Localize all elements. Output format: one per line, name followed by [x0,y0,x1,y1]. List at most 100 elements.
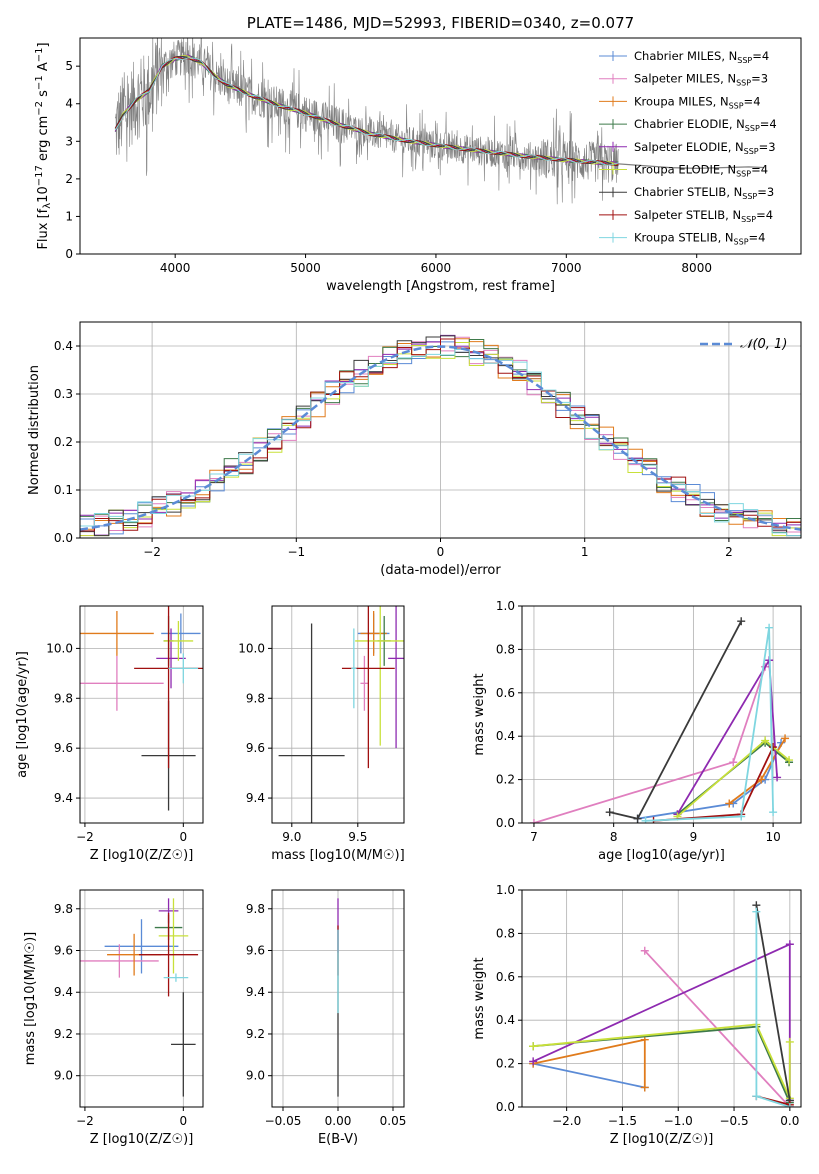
weight-marker [529,1042,538,1051]
weight-marker [752,1092,761,1101]
y-tick-label: 3 [65,134,73,148]
legend-entry: Salpeter ELODIE, NSSP=3 [634,140,776,156]
y-tick-label: 9.6 [246,944,265,958]
weight-marker [529,1057,538,1066]
legend-name: Kroupa ELODIE [634,163,720,177]
x-tick-label: −2.0 [552,1114,581,1128]
axes-mass-vs-Z: −2 0 9.0 9.2 9.4 9.6 9.8 Z [log10(Z/Z☉)] mass [l… [23,889,204,1147]
y-axis-label-part: λ [42,203,53,209]
x-tick-label: 9.5 [348,830,367,844]
weight-line [637,742,782,820]
model-line [114,57,619,166]
axes-frame [79,889,204,1108]
y-tick-label: 0.4 [496,729,515,743]
legend-eq: = [757,185,767,199]
weight-marker [529,819,538,823]
y-axis-label-part: −1 [34,48,45,63]
weight-marker [769,743,778,752]
weight-marker [729,758,738,767]
legend-name: Kroupa MILES [634,94,713,108]
plot-area-weight-vs-age [529,617,794,823]
axes-age-vs-Z: −2 0 9.4 9.6 9.8 10.0 Z [log10(Z/Z☉)] age [log1… [15,605,204,863]
legend-eq: = [752,49,762,63]
weight-marker [640,946,649,955]
weight-marker [752,907,761,916]
x-tick-label: −2 [143,545,161,559]
x-tick-label: −1 [287,545,305,559]
normal-curve [80,345,801,531]
weight-marker [725,799,734,808]
y-axis-label: mass [log10(M/M☉)] [23,932,38,1065]
legend-entry: Kroupa STELIB, NSSP=4 [634,231,766,247]
y-axis-label-part: Flux [f [36,208,51,249]
legend-name: Chabrier ELODIE [634,117,729,131]
plot-area-spectrum [114,38,765,205]
axes-frame [521,889,802,1108]
y-tick-label: 0.6 [496,686,515,700]
y-tick-label: 9.6 [54,741,73,755]
legend-n: , N [729,117,745,131]
x-tick-label: 0 [179,830,187,844]
legend-entry: Chabrier ELODIE, NSSP=4 [634,117,777,133]
y-axis-label-part: s [36,90,51,101]
x-axis-label: age [log10(age/yr)] [598,848,725,863]
x-tick-label: 8 [610,830,618,844]
y-tick-label: 1.0 [496,883,515,897]
plot-area-age-vs-mass [278,606,404,823]
y-axis-label-part: −1 [34,75,45,90]
x-tick-label: −2 [76,830,94,844]
weight-marker [765,623,774,632]
legend-name: Salpeter ELODIE [634,140,728,154]
x-tick-label: 0 [179,1114,187,1128]
x-tick-label: 9.0 [282,830,301,844]
data-spectrum-tail [618,163,765,169]
x-tick-label: −0.05 [265,1114,302,1128]
legend-n-sub: SSP [734,238,749,247]
legend-nssp-value: 4 [758,231,765,245]
legend-n-sub: SSP [736,170,751,179]
weight-marker [769,808,778,817]
x-tick-label: −1.0 [664,1114,693,1128]
weight-marker [605,808,614,817]
x-axis-label: mass [log10(M/M☉)] [271,848,404,863]
y-axis-label: Flux [fλ10−17 erg cm−2 s−1 A−1] [34,42,53,249]
x-tick-label: 2 [725,545,733,559]
y-tick-label: 0.1 [54,483,73,497]
axes-frame [521,605,802,824]
legend-entry: 𝒩(0, 1) [740,337,787,352]
weight-line [609,620,742,820]
legend-entry: Salpeter STELIB, NSSP=4 [634,208,773,224]
legend-n-sub: SSP [729,101,744,110]
x-tick-label: 10 [765,830,780,844]
weight-marker [737,812,746,821]
x-tick-label: 0.05 [380,1114,407,1128]
x-tick-label: −1.5 [608,1114,637,1128]
legend-name: Salpeter MILES [634,72,720,86]
y-tick-label: 9.4 [246,985,265,999]
y-axis-label-part: −2 [34,101,45,116]
plot-area-age-vs-Z [80,606,203,811]
legend-name: Chabrier MILES [634,49,721,63]
y-tick-label: 9.0 [54,1069,73,1083]
legend-n: , N [721,49,737,63]
x-axis-label: E(B-V) [318,1132,358,1147]
y-axis-label-part: ] [36,42,51,47]
axes-residuals: −2 −1 0 1 2 0.0 0.1 0.2 0.3 0.4 (data-model)/error… [27,321,802,578]
legend-nssp-value: 3 [761,72,768,86]
weight-marker [781,734,790,743]
plot-area-weight-vs-Z [529,901,794,1107]
legend-nssp-value: 4 [761,163,768,177]
weight-line [533,1023,791,1099]
y-tick-label: 9.2 [54,1027,73,1041]
x-axis-label: wavelength [Angstrom, rest frame] [326,279,555,294]
model-line [114,55,619,167]
y-tick-label: 0.0 [496,1100,515,1114]
x-tick-label: −2 [76,1114,94,1128]
y-tick-label: 0.2 [496,773,515,787]
legend-n-sub: SSP [741,215,756,224]
legend-name: Salpeter STELIB [634,208,725,222]
x-tick-label: 6000 [421,261,452,275]
axes-frame [79,605,204,824]
legend-entry: Chabrier STELIB, NSSP=3 [634,185,774,201]
